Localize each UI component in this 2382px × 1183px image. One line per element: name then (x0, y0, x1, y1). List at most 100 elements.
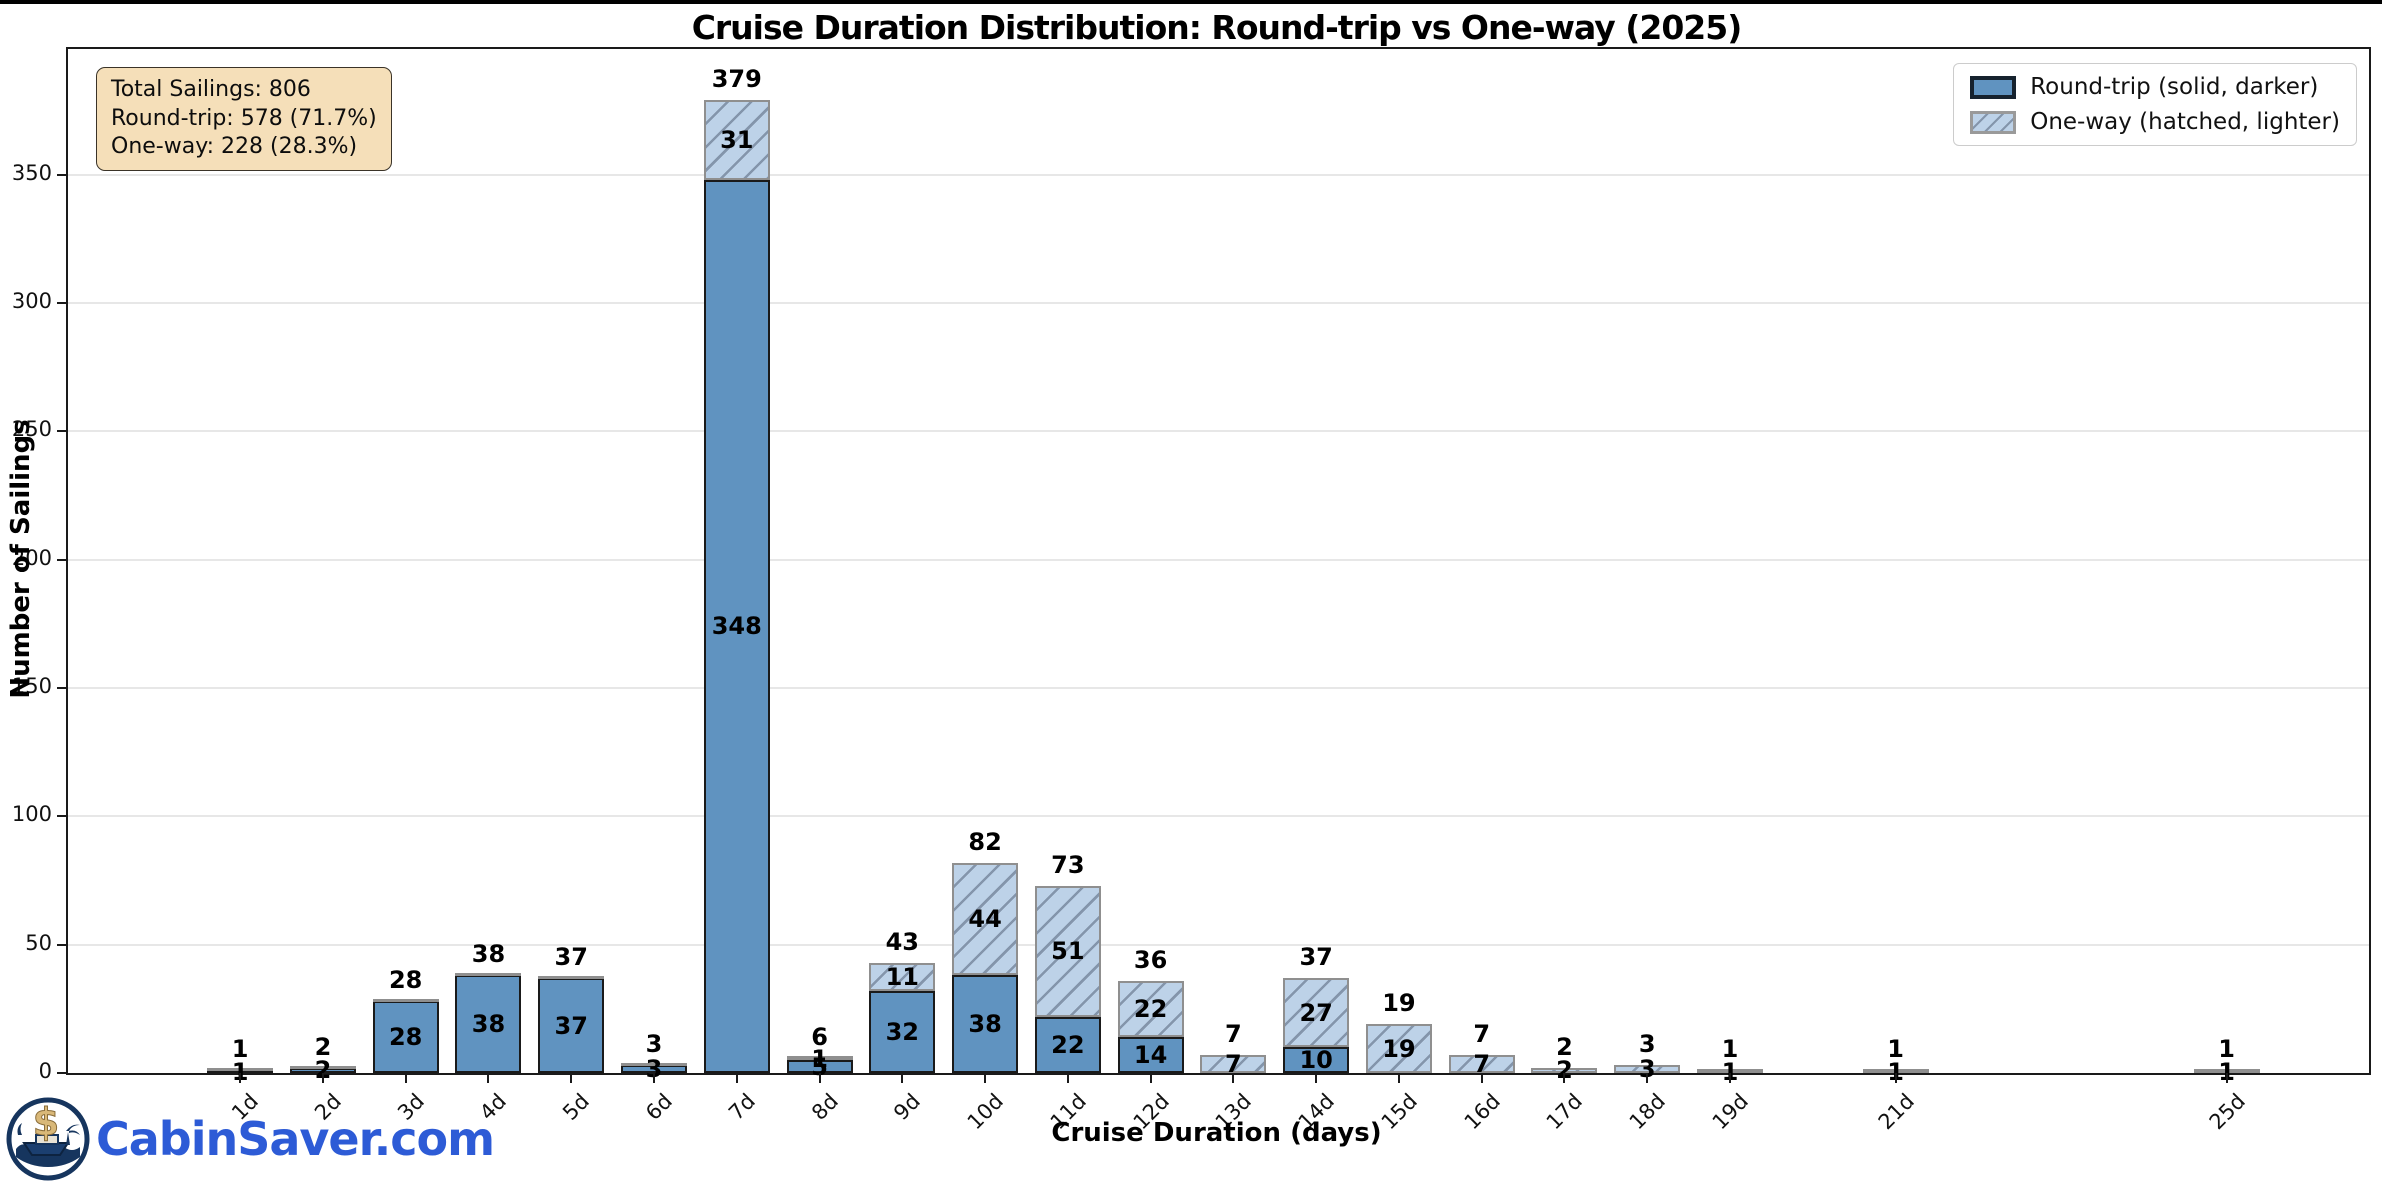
bar-segment-label-roundtrip: 28 (388, 1023, 423, 1052)
bar-segment-label-oneway: 2 (1556, 1056, 1573, 1085)
y-tick-label: 350 (11, 160, 52, 185)
bar-segment-label-oneway: 31 (720, 126, 754, 155)
bar-oneway-zero-cap (538, 976, 605, 980)
legend-item-roundtrip: Round-trip (solid, darker) (1970, 74, 2340, 100)
y-tick-label: 250 (11, 417, 52, 442)
bar-oneway-zero-cap (372, 999, 439, 1003)
bar-total-label: 19 (1382, 989, 1416, 1018)
bar-total-label: 28 (388, 966, 423, 995)
bar-segment-roundtrip (1034, 1016, 1101, 1073)
stats-annotation-box: Total Sailings: 806 Round-trip: 578 (71.… (96, 67, 392, 171)
bar-total-label: 1 (1721, 1035, 1739, 1064)
bar-segment-roundtrip (1283, 1047, 1350, 1073)
bar-total-label: 1 (2218, 1035, 2235, 1064)
legend-label-roundtrip: Round-trip (solid, darker) (2030, 74, 2319, 100)
bar-segment-label-roundtrip: 2 (314, 1056, 332, 1085)
bar-segment-roundtrip (786, 1060, 853, 1073)
bar-segment-label-roundtrip: 1 (231, 1057, 249, 1086)
bar-total-label: 1 (231, 1035, 249, 1064)
bar-segment-roundtrip (1117, 1037, 1184, 1073)
x-tick-mark (321, 1073, 324, 1083)
y-tick-mark (57, 558, 68, 561)
svg-text:$: $ (33, 1100, 59, 1144)
y-gridline (68, 558, 2369, 561)
bar-total-label: 1 (1887, 1035, 1904, 1064)
y-gridline (68, 430, 2369, 433)
bar-segment-oneway (869, 962, 936, 991)
x-tick-mark (1149, 1073, 1152, 1083)
y-gridline (68, 173, 2369, 176)
stats-total-sailings: Total Sailings: 806 (111, 77, 311, 102)
bar-segment-label-roundtrip: 348 (711, 612, 762, 641)
y-axis-label: Number of Sailings (6, 419, 36, 699)
bar-total-label: 7 (1473, 1020, 1491, 1049)
bar-segment-label-oneway: 7 (1225, 1050, 1242, 1079)
bar-segment-oneway (1862, 1069, 1929, 1073)
x-tick-mark (570, 1073, 573, 1083)
y-tick-mark (57, 173, 68, 176)
bar-segment-label-oneway: 1 (1721, 1057, 1739, 1086)
bar-oneway-zero-cap (455, 973, 522, 977)
bar-segment-label-roundtrip: 14 (1133, 1041, 1168, 1070)
y-tick-mark (57, 943, 68, 946)
y-tick-label: 300 (11, 289, 52, 314)
y-gridline (68, 943, 2369, 946)
x-tick-mark (735, 1073, 738, 1083)
y-tick-label: 50 (25, 930, 52, 955)
x-tick-mark (1480, 1073, 1483, 1083)
bar-segment-label-oneway: 7 (1473, 1050, 1491, 1079)
chart-title: Cruise Duration Distribution: Round-trip… (691, 8, 1743, 47)
logo: $ CabinSaver.com (6, 1097, 495, 1181)
x-axis-label: Cruise Duration (days) (1051, 1118, 1382, 1148)
bar-segment-label-roundtrip: 5 (811, 1052, 828, 1081)
bar-segment-roundtrip (372, 1001, 439, 1073)
bar-segment-oneway (1283, 978, 1350, 1048)
bar-total-label: 2 (314, 1032, 332, 1061)
legend: Round-trip (solid, darker) One-way (hatc… (1953, 63, 2357, 146)
bar-oneway-zero-cap (621, 1063, 687, 1067)
bar-total-label: 2 (1556, 1032, 1573, 1061)
bar-segment-roundtrip (703, 179, 770, 1073)
bar-segment-oneway (1034, 885, 1101, 1017)
bar-segment-oneway (1531, 1067, 1598, 1073)
x-tick-mark (1066, 1073, 1069, 1083)
bar-segment-label-roundtrip: 10 (1299, 1046, 1333, 1075)
bar-segment-roundtrip (538, 978, 605, 1073)
bar-segment-label-oneway: 51 (1051, 937, 1085, 966)
bar-segment-label-roundtrip: 3 (645, 1055, 663, 1084)
x-tick-mark (1315, 1073, 1318, 1083)
bar-total-label: 43 (885, 927, 920, 956)
legend-swatch-oneway (1970, 110, 2017, 134)
bar-total-label: 37 (1299, 943, 1333, 972)
bar-segment-label-roundtrip: 38 (968, 1010, 1002, 1039)
y-tick-mark (57, 1072, 68, 1074)
logo-text: CabinSaver.com (96, 1112, 495, 1166)
y-tick-mark (57, 302, 68, 305)
x-tick-mark (1397, 1073, 1400, 1083)
cruise-ship-dollar-badge-icon: $ (6, 1097, 90, 1181)
bar-total-label: 82 (968, 827, 1002, 856)
x-tick-mark (404, 1073, 407, 1083)
bar-total-label: 36 (1133, 945, 1168, 974)
y-tick-label: 100 (11, 802, 52, 827)
plot-area: Total Sailings: 806 Round-trip: 578 (71.… (12, 47, 2371, 1134)
x-tick-mark (653, 1073, 655, 1083)
legend-item-oneway: One-way (hatched, lighter) (1970, 109, 2340, 135)
x-tick-mark (2225, 1073, 2228, 1083)
bar-segment-label-roundtrip: 38 (471, 1010, 506, 1039)
y-gridline (68, 302, 2369, 305)
bar-segment-label-oneway: 44 (968, 905, 1002, 934)
bar-total-label: 3 (645, 1030, 663, 1059)
x-tick-mark (818, 1073, 821, 1083)
y-tick-mark (57, 687, 68, 690)
x-tick-mark (239, 1073, 242, 1083)
stats-roundtrip: Round-trip: 578 (71.7%) (111, 105, 377, 131)
bar-segment-label-roundtrip: 37 (554, 1011, 588, 1040)
stats-oneway: One-way: 228 (28.3%) (111, 134, 358, 160)
y-tick-mark (57, 430, 68, 433)
y-gridline (68, 815, 2369, 818)
bar-segment-roundtrip (952, 975, 1019, 1073)
bar-segment-oneway (952, 862, 1019, 976)
bar-total-label: 6 (811, 1022, 828, 1051)
